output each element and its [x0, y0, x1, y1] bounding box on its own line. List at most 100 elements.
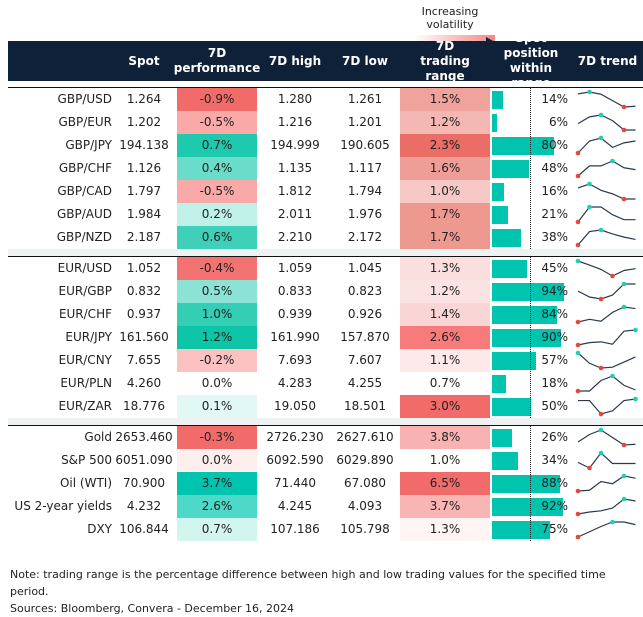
trend-line [577, 329, 636, 346]
low-value: 1.794 [347, 184, 383, 198]
high-value: 107.186 [270, 522, 320, 536]
trend-sparkline [572, 203, 642, 226]
high-value: 0.939 [277, 307, 313, 321]
range-cell: 1.4% [400, 303, 490, 326]
row-label: GBP/CHF [58, 161, 112, 175]
position-value: 50% [541, 399, 568, 413]
trend-max-point [610, 373, 615, 379]
range-cell: 1.5% [400, 88, 490, 111]
trend-sparkline [572, 349, 642, 372]
trend-max-point [587, 181, 592, 187]
trend-min-point [621, 127, 627, 133]
high-value: 4.283 [277, 376, 313, 390]
range-midline [530, 88, 531, 249]
low-value: 4.255 [347, 376, 383, 390]
spot-value: 4.260 [126, 376, 162, 390]
row-label: GBP/NZD [56, 230, 112, 244]
table-row: DXY 106.844 0.7% 107.186 105.798 1.3% 75% [8, 518, 643, 541]
high-value: 194.999 [270, 138, 320, 152]
performance-cell: 0.1% [177, 395, 257, 418]
position-value: 57% [541, 353, 568, 367]
performance-cell: 0.0% [177, 449, 257, 472]
row-label: GBP/CAD [57, 184, 112, 198]
range-cell: 1.6% [400, 157, 490, 180]
performance-cell: -0.5% [177, 180, 257, 203]
trend-max-point [587, 204, 592, 210]
low-value: 1.045 [347, 261, 383, 275]
high-value: 2.011 [277, 207, 313, 221]
trend-max-point [598, 135, 604, 141]
trend-min-point [575, 319, 581, 325]
fx-table: GBP/USD 1.264 -0.9% 1.280 1.261 1.5% 14% GBP/EU… [8, 87, 643, 541]
performance-cell: -0.2% [177, 349, 257, 372]
position-bar [492, 137, 554, 155]
trend-min-point [575, 511, 581, 517]
row-label: GBP/USD [57, 92, 112, 106]
trend-max-point [621, 281, 627, 287]
trend-line [577, 91, 636, 108]
trend-sparkline [572, 180, 642, 203]
footnotes: Note: trading range is the percentage di… [10, 566, 643, 617]
high-value: 2726.230 [266, 430, 324, 444]
trend-min-point [610, 273, 615, 279]
range-cell: 1.2% [400, 280, 490, 303]
trend-sparkline [572, 518, 642, 541]
performance-cell: 0.5% [177, 280, 257, 303]
trend-sparkline [572, 326, 642, 349]
position-value: 34% [541, 453, 568, 467]
position-bar [492, 452, 519, 470]
table-row: GBP/JPY 194.138 0.7% 194.999 190.605 2.3% 80% [8, 134, 643, 157]
row-label: GBP/AUD [56, 207, 112, 221]
trend-min-point [587, 465, 592, 471]
range-cell: 1.0% [400, 449, 490, 472]
table-row: EUR/JPY 161.560 1.2% 161.990 157.870 2.6% 90% [8, 326, 643, 349]
spot-value: 194.138 [119, 138, 169, 152]
high-value: 4.245 [277, 499, 313, 513]
table-header: Spot 7D performance 7D high 7D low 7D tr… [8, 31, 643, 90]
range-cell: 1.7% [400, 226, 490, 249]
trend-line [577, 137, 636, 154]
trend-max-point [598, 112, 604, 118]
range-cell: 2.6% [400, 326, 490, 349]
trend-max-point [610, 158, 615, 164]
table-row: S&P 500 6051.090 0.0% 6092.590 6029.890 1.0% 3… [8, 449, 643, 472]
position-bar [492, 521, 550, 539]
position-value: 94% [541, 284, 568, 298]
spot-value: 18.776 [123, 399, 165, 413]
low-value: 0.823 [347, 284, 383, 298]
trend-min-point [598, 411, 604, 417]
high-value: 2.210 [277, 230, 313, 244]
spot-value: 2.187 [126, 230, 162, 244]
range-midline [530, 426, 531, 541]
position-bar [492, 306, 557, 324]
position-value: 16% [541, 184, 568, 198]
trend-sparkline [572, 303, 642, 326]
table-row: GBP/EUR 1.202 -0.5% 1.216 1.201 1.2% 6% [8, 111, 643, 134]
position-bar [492, 114, 497, 132]
range-cell: 1.7% [400, 203, 490, 226]
spot-value: 1.984 [126, 207, 162, 221]
position-bar [492, 429, 513, 447]
spot-value: 1.797 [126, 184, 162, 198]
low-value: 4.093 [347, 499, 383, 513]
trend-sparkline [572, 111, 642, 134]
low-value: 1.976 [347, 207, 383, 221]
low-value: 157.870 [340, 330, 390, 344]
row-label: EUR/ZAR [58, 399, 112, 413]
performance-cell: 0.7% [177, 134, 257, 157]
col-low: 7D low [342, 53, 388, 68]
spot-value: 4.232 [126, 499, 162, 513]
trend-max-point [610, 519, 615, 525]
position-bar [492, 375, 506, 393]
range-cell: 1.3% [400, 257, 490, 280]
trend-min-point [575, 173, 581, 179]
table-row: GBP/CHF 1.126 0.4% 1.135 1.117 1.6% 48% [8, 157, 643, 180]
low-value: 190.605 [340, 138, 390, 152]
performance-cell: -0.9% [177, 88, 257, 111]
position-value: 80% [541, 138, 568, 152]
trend-min-point [575, 342, 581, 348]
table-row: Gold 2653.460 -0.3% 2726.230 2627.610 3.8% 26% [8, 426, 643, 449]
range-cell: 3.7% [400, 495, 490, 518]
high-value: 6092.590 [266, 453, 324, 467]
range-cell: 1.1% [400, 349, 490, 372]
